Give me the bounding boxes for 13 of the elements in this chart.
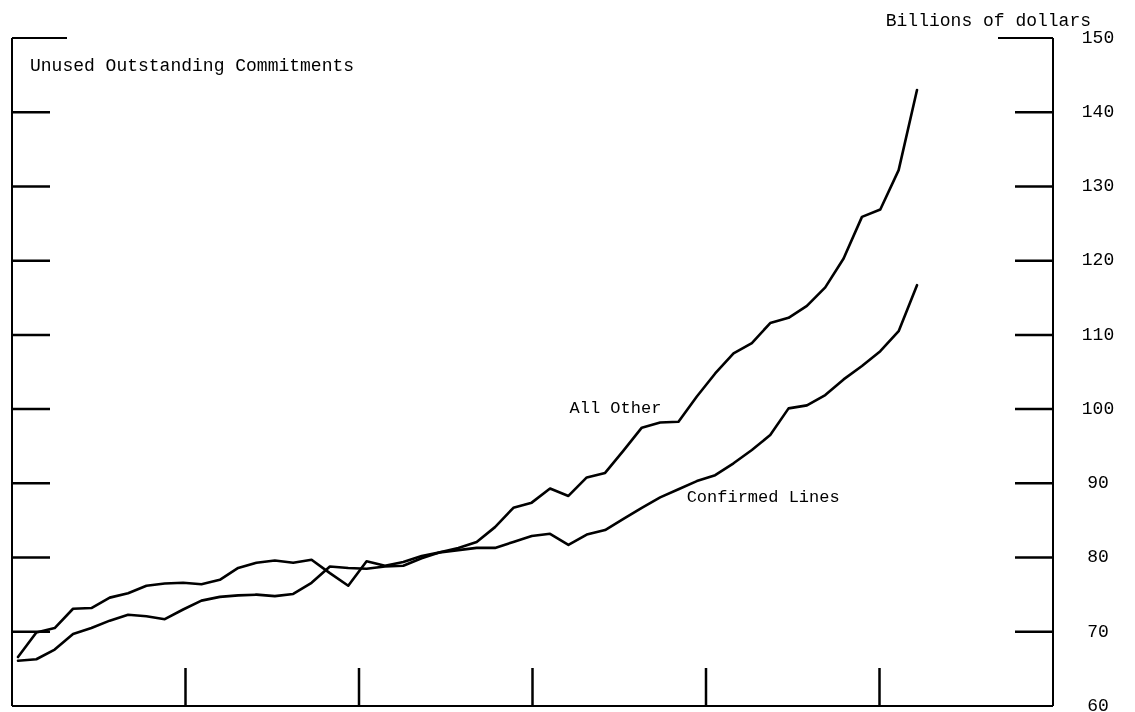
y-tick-label: 90 bbox=[1087, 473, 1109, 494]
y-tick-label: 100 bbox=[1081, 398, 1115, 419]
y-tick-label: 130 bbox=[1081, 176, 1115, 197]
y-tick-label: 120 bbox=[1081, 250, 1115, 271]
y-tick-label: 110 bbox=[1081, 324, 1115, 345]
y-tick-label: 80 bbox=[1087, 547, 1109, 568]
line-series bbox=[16, 88, 919, 659]
y-tick-label: 140 bbox=[1081, 101, 1115, 122]
series-label: Confirmed Lines bbox=[686, 487, 840, 507]
text: Unused Outstanding Commitments bbox=[30, 55, 355, 76]
y-tick-label: 70 bbox=[1087, 621, 1109, 642]
y-tick-label: 60 bbox=[1087, 695, 1109, 712]
series-label: All Other bbox=[569, 399, 662, 419]
